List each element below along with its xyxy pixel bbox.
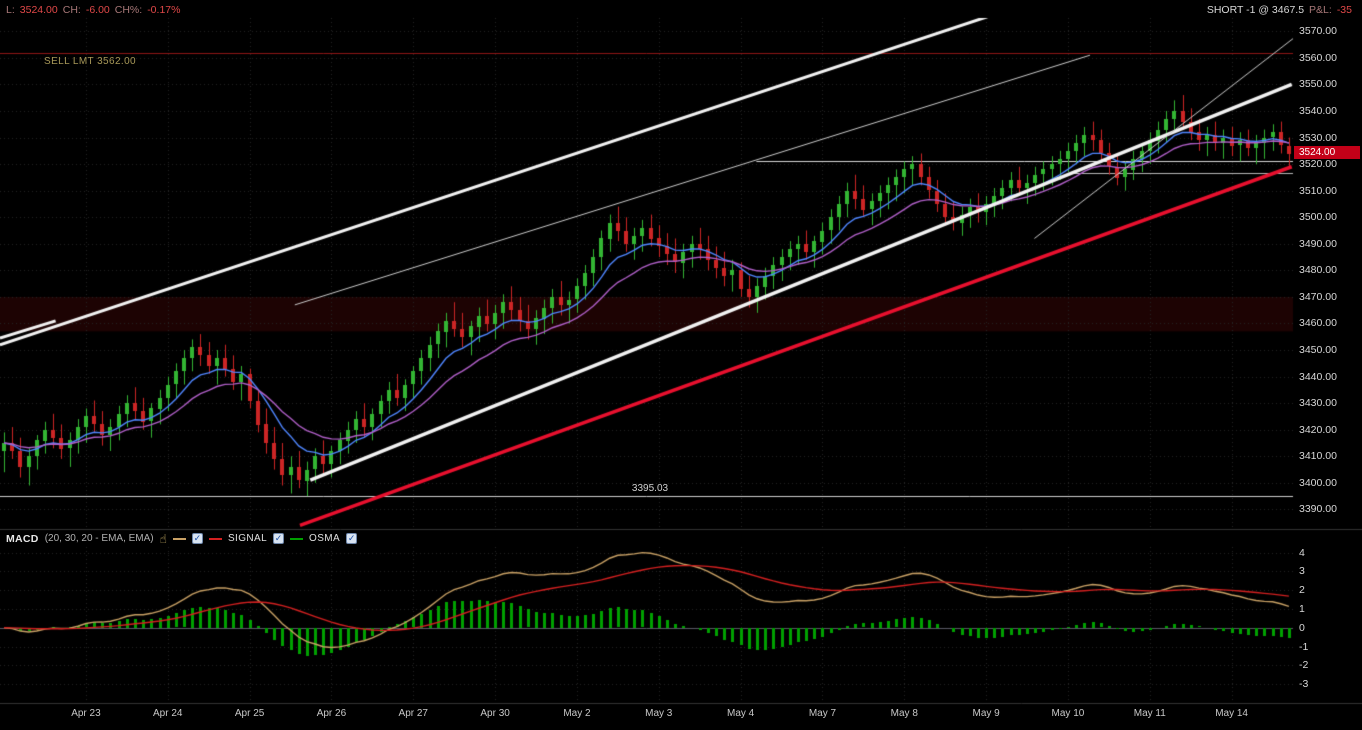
- hand-cursor-icon[interactable]: ☝: [159, 531, 167, 546]
- date-tick-label: Apr 26: [316, 708, 347, 719]
- date-tick-label: May 9: [972, 708, 1000, 719]
- price-tick-label: 3420.00: [1299, 423, 1337, 436]
- osma-line-swatch: [290, 537, 304, 540]
- signal-line-swatch: [208, 537, 222, 540]
- top-bar: L: 3524.00 CH: -6.00 CH%: -0.17% SHORT -…: [0, 0, 1362, 17]
- price-tick-label: 3520.00: [1299, 158, 1337, 171]
- osma-label: OSMA: [309, 533, 341, 544]
- price-tick-label: 3400.00: [1299, 476, 1337, 489]
- macd-tick-label: 2: [1299, 584, 1305, 597]
- price-tick-label: 3450.00: [1299, 344, 1337, 357]
- date-tick-label: Apr 24: [153, 708, 183, 719]
- price-tick-label: 3390.00: [1299, 503, 1337, 516]
- price-tick-label: 3410.00: [1299, 450, 1337, 463]
- right-axis[interactable]: 3570.00 3560.00 3550.00 3540.00 3530.00 3520.…: [1295, 0, 1362, 730]
- macd-tick-label: 1: [1299, 602, 1305, 615]
- sell-limit-label[interactable]: SELL LMT 3562.00: [44, 55, 137, 67]
- date-tick-label: May 10: [1051, 708, 1085, 719]
- price-tick-label: 3550.00: [1299, 78, 1337, 91]
- macd-line-swatch: [172, 537, 186, 540]
- price-tick-label: 3440.00: [1299, 370, 1337, 383]
- price-tick-label: 3570.00: [1299, 25, 1337, 38]
- date-tick-label: Apr 23: [71, 708, 101, 719]
- price-tick-label: 3490.00: [1299, 237, 1337, 250]
- price-tick-label: 3480.00: [1299, 264, 1337, 277]
- pnl-value: -35: [1336, 4, 1352, 16]
- macd-params: (20, 30, 20 - EMA, EMA): [44, 533, 154, 544]
- date-tick-label: Apr 27: [398, 708, 428, 719]
- price-tick-label: 3470.00: [1299, 290, 1337, 303]
- quote-summary: L: 3524.00 CH: -6.00 CH%: -0.17%: [6, 3, 180, 17]
- change-label: CH:: [62, 4, 81, 16]
- price-tick-label: 3510.00: [1299, 184, 1337, 197]
- signal-label: SIGNAL: [227, 533, 268, 544]
- time-axis[interactable]: Apr 23 Apr 24 Apr 25 Apr 26 Apr 27 Apr 30 May …: [0, 708, 1293, 728]
- change-pct-value: -0.17%: [147, 4, 181, 16]
- position-info: SHORT -1 @ 3467.5 P&L: -35: [1207, 3, 1352, 17]
- date-tick-label: Apr 30: [480, 708, 510, 719]
- macd-title: MACD: [6, 532, 39, 545]
- osma-visibility-checkbox[interactable]: ✓: [346, 533, 358, 544]
- change-value: -6.00: [85, 4, 110, 16]
- macd-tick-label: 4: [1299, 546, 1305, 559]
- last-price-label: L:: [6, 4, 15, 16]
- date-tick-label: May 4: [726, 708, 755, 719]
- macd-tick-label: 3: [1299, 565, 1305, 578]
- price-tick-label: 3460.00: [1299, 317, 1337, 330]
- macd-tick-label: -1: [1299, 640, 1309, 653]
- date-tick-label: May 14: [1215, 708, 1248, 719]
- price-tick-label: 3430.00: [1299, 397, 1337, 410]
- pnl-label: P&L:: [1309, 4, 1332, 16]
- date-tick-label: May 8: [890, 708, 918, 719]
- macd-header: MACD (20, 30, 20 - EMA, EMA) ☝ ✓ SIGNAL …: [6, 531, 358, 546]
- date-tick-label: May 2: [563, 708, 591, 719]
- macd-tick-label: 0: [1299, 621, 1305, 634]
- last-price-value: 3524.00: [19, 4, 58, 16]
- date-tick-label: May 7: [808, 708, 837, 719]
- macd-tick-label: -3: [1299, 678, 1309, 691]
- current-price-tag: 3524.00: [1294, 146, 1360, 160]
- price-tick-label: 3560.00: [1299, 51, 1337, 64]
- ref-line-label[interactable]: 3395.03: [631, 483, 669, 495]
- signal-visibility-checkbox[interactable]: ✓: [273, 533, 285, 544]
- price-tick-label: 3530.00: [1299, 131, 1337, 144]
- date-tick-label: Apr 25: [234, 708, 265, 719]
- price-tick-label: 3500.00: [1299, 211, 1337, 224]
- price-tick-label: 3540.00: [1299, 104, 1337, 117]
- macd-tick-label: -2: [1299, 659, 1309, 672]
- date-tick-label: May 11: [1133, 708, 1166, 719]
- macd-visibility-checkbox[interactable]: ✓: [191, 533, 203, 544]
- position-text: SHORT -1 @ 3467.5: [1206, 4, 1305, 16]
- change-pct-label: CH%:: [114, 4, 143, 16]
- date-tick-label: May 3: [645, 708, 673, 719]
